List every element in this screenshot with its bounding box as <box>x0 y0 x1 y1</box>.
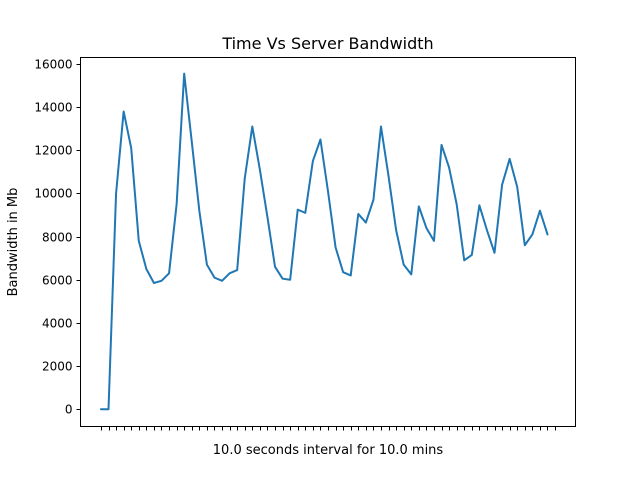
y-tick-label: 6000 <box>42 274 73 288</box>
y-tick-label: 2000 <box>42 360 73 374</box>
x-axis-label: 10.0 seconds interval for 10.0 mins <box>213 443 444 458</box>
series-layer <box>99 72 549 411</box>
series-line-0 <box>99 72 549 411</box>
y-axis: 0 2000 4000 6000 8000 10000 12000 14000 16000 <box>34 58 81 417</box>
y-tick-label: 12000 <box>34 144 72 158</box>
x-axis <box>101 426 556 431</box>
y-tick-label: 8000 <box>42 231 73 245</box>
y-tick-label: 10000 <box>34 187 72 201</box>
y-tick-label: 14000 <box>34 101 72 115</box>
chart-title: Time Vs Server Bandwidth <box>221 34 433 53</box>
y-tick-label: 16000 <box>34 58 72 72</box>
plot-frame <box>80 57 576 427</box>
y-tick-label: 0 <box>65 403 73 417</box>
y-tick-label: 4000 <box>42 317 73 331</box>
y-axis-label: Bandwidth in Mb <box>6 188 21 297</box>
